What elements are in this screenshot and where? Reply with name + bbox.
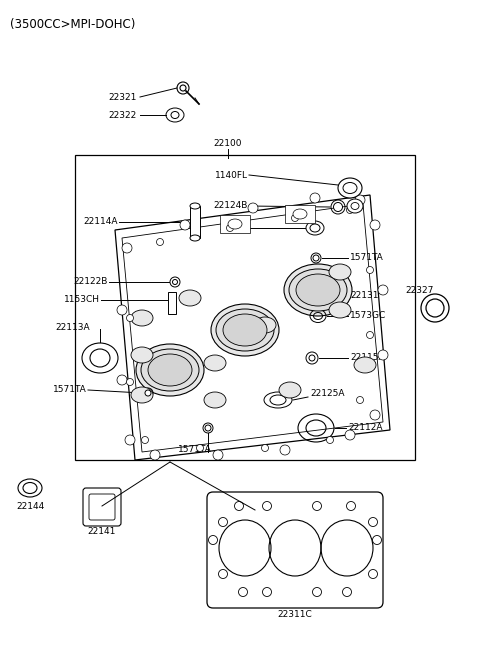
Ellipse shape — [284, 264, 352, 316]
Ellipse shape — [378, 285, 388, 295]
Text: 22115A: 22115A — [350, 354, 384, 362]
Ellipse shape — [125, 435, 135, 445]
Ellipse shape — [351, 202, 359, 210]
Ellipse shape — [150, 450, 160, 460]
Ellipse shape — [313, 255, 319, 261]
Ellipse shape — [326, 436, 334, 443]
Ellipse shape — [204, 355, 226, 371]
Ellipse shape — [180, 220, 190, 230]
Ellipse shape — [216, 309, 274, 351]
Ellipse shape — [293, 209, 307, 219]
Ellipse shape — [279, 382, 301, 398]
Ellipse shape — [370, 410, 380, 420]
Ellipse shape — [329, 264, 351, 280]
Ellipse shape — [227, 225, 233, 231]
Ellipse shape — [367, 267, 373, 274]
Ellipse shape — [357, 396, 363, 403]
Text: 22131: 22131 — [350, 291, 379, 301]
Ellipse shape — [329, 302, 351, 318]
Text: 1573GC: 1573GC — [350, 312, 386, 320]
Ellipse shape — [127, 314, 133, 322]
Text: 1140FL: 1140FL — [215, 170, 248, 179]
Ellipse shape — [117, 375, 127, 385]
Ellipse shape — [172, 280, 178, 284]
Ellipse shape — [338, 178, 362, 198]
Ellipse shape — [345, 430, 355, 440]
Ellipse shape — [179, 290, 201, 306]
Ellipse shape — [131, 310, 153, 326]
Text: 22141: 22141 — [88, 527, 116, 536]
Ellipse shape — [205, 425, 211, 431]
Bar — [168, 292, 176, 314]
Ellipse shape — [354, 357, 376, 373]
Ellipse shape — [156, 238, 164, 246]
Bar — [190, 206, 200, 238]
Ellipse shape — [310, 193, 320, 203]
Ellipse shape — [196, 445, 204, 451]
Ellipse shape — [190, 235, 200, 241]
Ellipse shape — [228, 219, 242, 229]
Text: (3500CC>MPI-DOHC): (3500CC>MPI-DOHC) — [10, 18, 135, 31]
Ellipse shape — [145, 390, 151, 396]
Text: 22321: 22321 — [108, 92, 137, 102]
Text: 22112A: 22112A — [348, 424, 383, 432]
Text: 22311C: 22311C — [277, 610, 312, 619]
Ellipse shape — [367, 331, 373, 339]
Text: 22113A: 22113A — [55, 324, 90, 333]
Ellipse shape — [131, 347, 153, 363]
Text: 22129: 22129 — [220, 223, 248, 233]
Text: 22322: 22322 — [109, 111, 137, 119]
Ellipse shape — [254, 317, 276, 333]
Ellipse shape — [280, 445, 290, 455]
Ellipse shape — [117, 305, 127, 315]
Text: 22100: 22100 — [214, 139, 242, 148]
Ellipse shape — [180, 85, 186, 91]
Text: 1571TA: 1571TA — [350, 253, 384, 263]
Ellipse shape — [122, 243, 132, 253]
Ellipse shape — [347, 206, 353, 214]
Ellipse shape — [347, 199, 363, 213]
Bar — [75, 155, 415, 460]
Polygon shape — [115, 195, 390, 460]
Ellipse shape — [141, 349, 199, 391]
Ellipse shape — [355, 195, 365, 205]
Ellipse shape — [204, 392, 226, 408]
Bar — [285, 205, 315, 223]
Ellipse shape — [296, 274, 340, 306]
Ellipse shape — [343, 183, 357, 193]
Ellipse shape — [309, 355, 315, 361]
Text: 1571TA: 1571TA — [178, 445, 212, 454]
Text: 22122B: 22122B — [73, 278, 108, 286]
Ellipse shape — [136, 344, 204, 396]
Ellipse shape — [190, 203, 200, 209]
Bar — [220, 215, 250, 233]
Ellipse shape — [223, 314, 267, 346]
Ellipse shape — [315, 293, 321, 299]
Ellipse shape — [211, 304, 279, 356]
Ellipse shape — [262, 445, 268, 451]
Text: 1153CH: 1153CH — [64, 295, 100, 305]
Ellipse shape — [148, 354, 192, 386]
Text: 22114A: 22114A — [84, 217, 118, 227]
Text: 22125A: 22125A — [310, 388, 345, 398]
Ellipse shape — [127, 379, 133, 386]
Text: 22124B: 22124B — [214, 202, 248, 210]
Ellipse shape — [291, 214, 299, 221]
Ellipse shape — [289, 269, 347, 311]
Text: 22144: 22144 — [16, 502, 44, 511]
Ellipse shape — [248, 203, 258, 213]
Ellipse shape — [370, 220, 380, 230]
Ellipse shape — [131, 387, 153, 403]
Ellipse shape — [142, 436, 148, 443]
Ellipse shape — [426, 299, 444, 317]
Text: 1571TA: 1571TA — [53, 386, 87, 394]
Text: 22327: 22327 — [406, 286, 434, 295]
Ellipse shape — [378, 350, 388, 360]
Ellipse shape — [213, 450, 223, 460]
Ellipse shape — [334, 202, 343, 212]
